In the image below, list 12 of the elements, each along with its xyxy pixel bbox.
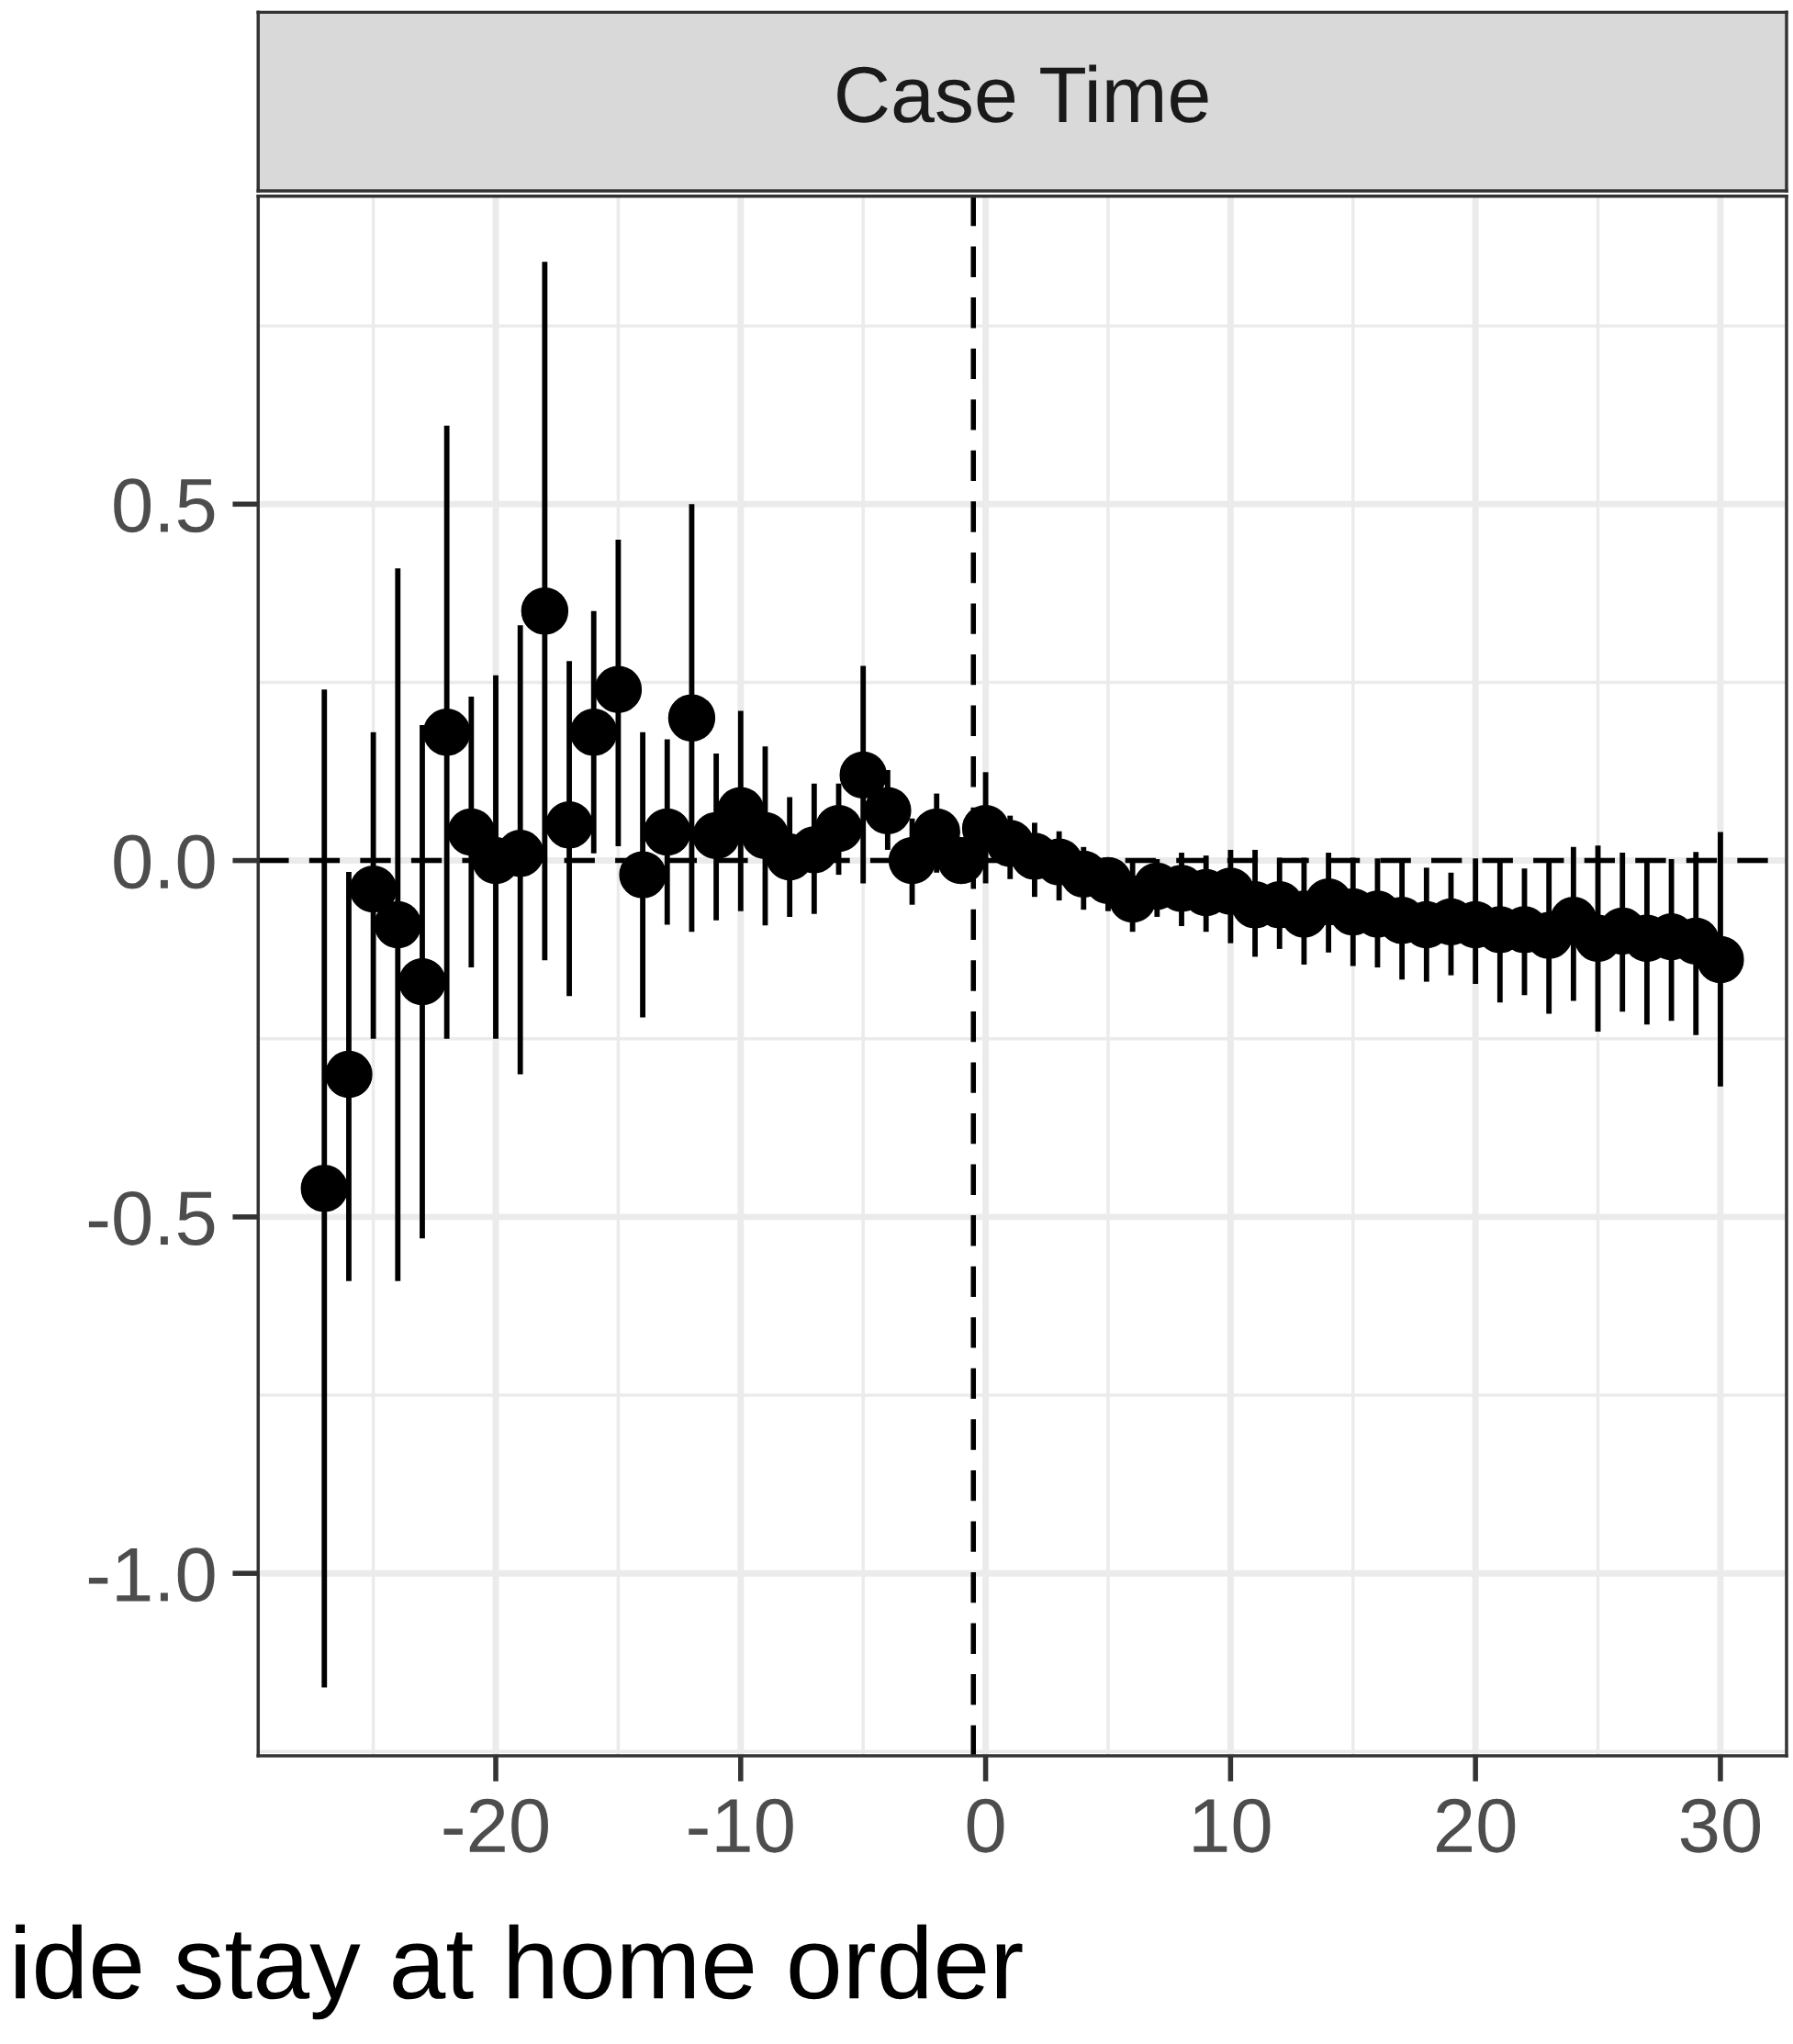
x-tick-label: 20 [1437, 1798, 1516, 1853]
y-tick-label: -1.0 [88, 1547, 215, 1603]
x-axis-title: ide stay at home order [16, 1924, 1023, 2020]
x-tick-label: 30 [1680, 1798, 1761, 1853]
y-tick-label: -0.5 [88, 1190, 215, 1245]
chart-title: Case Time [837, 64, 1208, 123]
y-tick-label: 0.0 [114, 834, 215, 889]
x-tick-label: -20 [443, 1798, 548, 1853]
x-tick-label: 10 [1193, 1798, 1271, 1853]
x-tick-label: 0 [967, 1798, 1004, 1853]
x-tick-label: -10 [689, 1798, 793, 1853]
y-tick-label: 0.5 [114, 478, 215, 533]
